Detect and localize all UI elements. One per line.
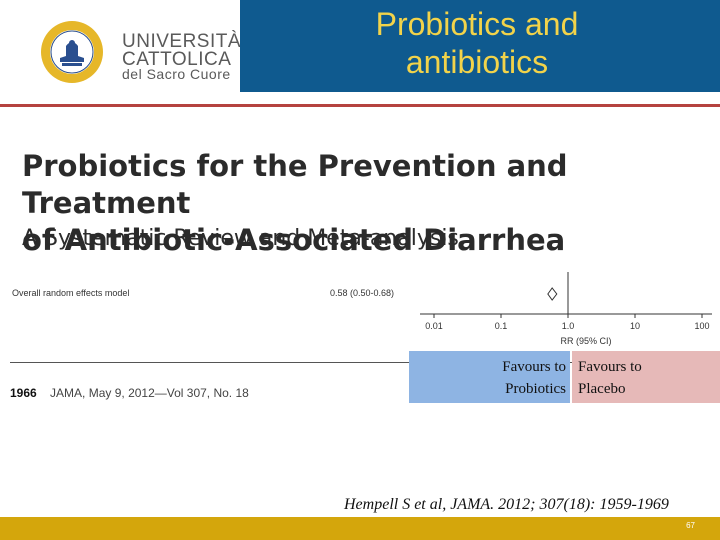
axis-tick-label: 100: [694, 321, 709, 331]
axis-tick-label: 0.1: [495, 321, 508, 331]
forest-plot: 0.01 0.1 1.0 10 100 RR (95% CI): [420, 272, 712, 346]
logo-line-1: UNIVERSITÀ: [122, 31, 242, 52]
journal-page-number: 1966: [10, 386, 37, 400]
journal-rule: [10, 362, 710, 363]
axis-label: RR (95% CI): [560, 336, 611, 346]
slide-header: UNIVERSITÀ CATTOLICA del Sacro Cuore Pro…: [0, 0, 720, 104]
slide-title-line-2: antibiotics: [405, 44, 549, 80]
journal-footer: 1966 JAMA, May 9, 2012—Vol 307, No. 18: [10, 386, 249, 400]
paper-title-line-2: of Antibiotic-Associated Diarrhea: [22, 223, 566, 257]
logo-line-2: CATTOLICA: [122, 49, 232, 70]
header-divider: [0, 104, 720, 107]
axis-tick-label: 1.0: [562, 321, 575, 331]
forest-estimate: 0.58 (0.50-0.68): [330, 288, 395, 298]
favours-probiotics-line-2: Probiotics: [505, 381, 566, 397]
axis-tick-label: 10: [630, 321, 640, 331]
slide-page-number: 67: [686, 521, 695, 530]
favours-placebo-line-1: Favours to: [578, 359, 642, 375]
paper-title: Probiotics for the Prevention and Treatm…: [22, 148, 712, 259]
paper-title-line-1: Probiotics for the Prevention and Treatm…: [22, 149, 568, 220]
slide-title-line-1: Probiotics and: [375, 6, 579, 42]
axis-tick-label: 0.01: [425, 321, 443, 331]
university-logo: UNIVERSITÀ CATTOLICA del Sacro Cuore: [0, 0, 242, 104]
forest-row-label: Overall random effects model: [12, 288, 130, 298]
logo-line-3: del Sacro Cuore: [122, 66, 231, 82]
favours-placebo-line-2: Placebo: [578, 381, 626, 397]
university-seal-icon: [41, 21, 103, 83]
pooled-estimate-diamond: [547, 287, 558, 301]
favours-probiotics-box: Favours to Probiotics: [409, 351, 570, 403]
slide-title: Probiotics and antibiotics: [240, 5, 714, 81]
favours-probiotics-line-1: Favours to: [502, 359, 566, 375]
favours-placebo-box: Favours to Placebo: [572, 351, 720, 403]
title-band: [240, 0, 720, 92]
axis-ticks: 0.01 0.1 1.0 10 100: [425, 314, 710, 331]
footer-bar: [0, 517, 720, 540]
citation: Hempell S et al, JAMA. 2012; 307(18): 19…: [344, 496, 669, 513]
journal-reference: JAMA, May 9, 2012—Vol 307, No. 18: [50, 386, 249, 400]
paper-subtitle: A Systematic Review and Meta-analysis: [22, 226, 459, 251]
